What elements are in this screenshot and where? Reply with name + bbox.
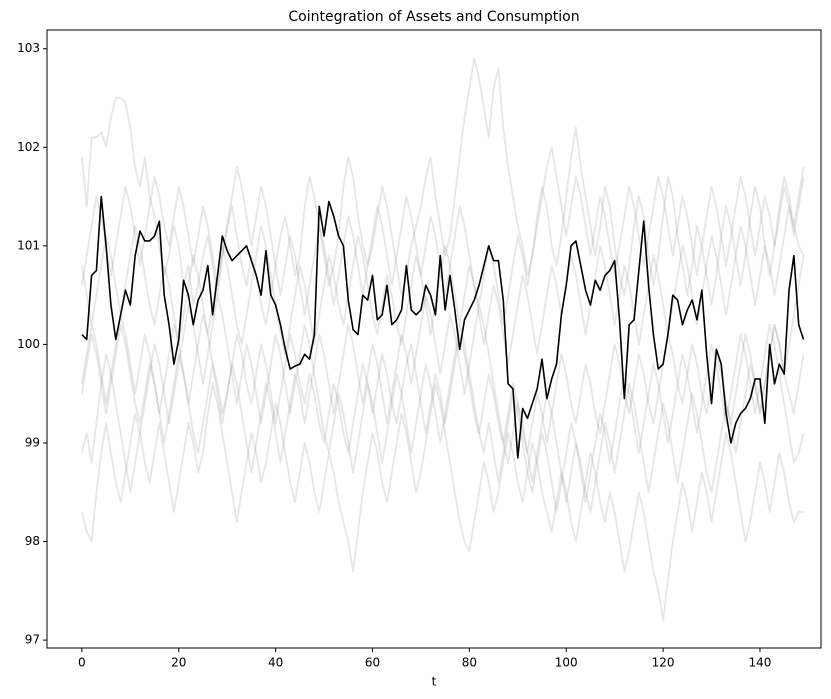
x-axis-label: t <box>432 675 437 689</box>
x-tick-label: 0 <box>78 656 86 670</box>
sample-line <box>80 255 805 513</box>
y-tick-label: 103 <box>17 41 40 55</box>
y-tick-label: 97 <box>25 633 40 647</box>
x-tick-label: 20 <box>171 656 186 670</box>
y-tick-label: 102 <box>17 140 40 154</box>
x-tick-label: 140 <box>749 656 772 670</box>
x-tick-label: 100 <box>555 656 578 670</box>
y-tick-label: 100 <box>17 337 40 351</box>
sample-line <box>80 57 805 326</box>
main-line <box>81 195 805 459</box>
x-tick-label: 120 <box>652 656 675 670</box>
sample-line <box>80 294 805 513</box>
sample-line <box>80 382 804 622</box>
x-tick-label: 80 <box>462 656 477 670</box>
x-tick-label: 60 <box>365 656 380 670</box>
y-tick-label: 101 <box>17 238 40 252</box>
x-tick-label: 40 <box>268 656 283 670</box>
plot-area <box>80 57 805 622</box>
chart-title: Cointegration of Assets and Consumption <box>288 9 579 25</box>
y-tick-label: 98 <box>25 534 40 548</box>
y-tick-label: 99 <box>25 435 40 449</box>
sample-line <box>80 323 805 454</box>
axes-frame <box>46 29 822 649</box>
sample-line <box>80 205 805 366</box>
